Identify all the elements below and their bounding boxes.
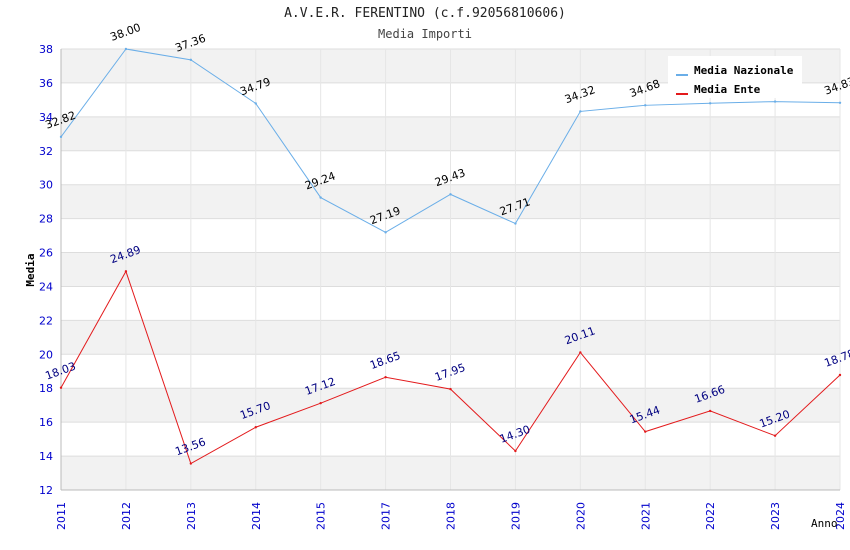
y-tick-label: 12 <box>39 484 53 497</box>
y-tick-label: 26 <box>39 247 53 260</box>
data-point <box>319 196 322 199</box>
x-tick-label: 2020 <box>574 502 587 530</box>
chart-title: A.V.E.R. FERENTINO (c.f.92056810606) <box>284 6 566 21</box>
data-point <box>449 193 452 196</box>
chart-subtitle: Media Importi <box>378 27 472 41</box>
data-point <box>579 110 582 113</box>
x-tick-label: 2017 <box>380 502 393 530</box>
y-tick-label: 30 <box>39 179 53 192</box>
y-tick-label: 32 <box>39 145 53 158</box>
y-tick-label: 20 <box>39 348 53 361</box>
data-point <box>384 231 387 234</box>
data-point <box>514 449 517 453</box>
x-tick-label: 2013 <box>185 502 198 530</box>
x-tick-label: 2018 <box>445 502 458 530</box>
data-point <box>579 351 582 354</box>
x-tick-label: 2015 <box>315 502 328 530</box>
x-tick-label: 2012 <box>120 502 133 530</box>
data-point <box>59 386 63 389</box>
legend-box <box>668 56 802 98</box>
data-point <box>449 387 452 391</box>
data-point <box>708 102 712 105</box>
data-point <box>59 135 63 139</box>
data-point <box>124 47 128 51</box>
legend-entry: Media Ente <box>694 83 761 96</box>
y-tick-label: 16 <box>39 416 53 429</box>
x-tick-label: 2019 <box>509 502 522 530</box>
x-tick-label: 2023 <box>769 502 782 530</box>
y-tick-label: 34 <box>39 111 53 124</box>
x-tick-label: 2014 <box>250 502 263 530</box>
data-point <box>124 270 128 273</box>
data-point <box>514 222 517 225</box>
data-point <box>384 376 387 379</box>
y-tick-label: 14 <box>39 450 53 463</box>
x-tick-label: 2024 <box>834 502 847 530</box>
data-point <box>644 104 647 107</box>
data-point <box>254 102 257 105</box>
y-tick-label: 36 <box>39 77 53 90</box>
x-tick-label: 2011 <box>55 502 68 530</box>
y-tick-label: 22 <box>39 314 53 327</box>
data-point <box>838 101 842 104</box>
data-point <box>773 434 777 437</box>
data-point <box>189 58 193 62</box>
data-label: 38.00 <box>108 21 142 44</box>
legend-entry: Media Nazionale <box>694 64 794 77</box>
y-tick-label: 28 <box>39 213 53 226</box>
data-point <box>773 100 777 103</box>
x-axis-label: Anno <box>811 517 838 530</box>
data-point <box>189 462 193 465</box>
x-tick-label: 2021 <box>639 502 652 530</box>
y-tick-label: 18 <box>39 382 53 395</box>
y-tick-label: 38 <box>39 43 53 56</box>
x-tick-label: 2022 <box>704 502 717 530</box>
data-point <box>254 426 257 429</box>
data-point <box>644 430 647 433</box>
y-axis-label: Media <box>24 253 37 286</box>
data-point <box>838 373 842 377</box>
data-point <box>708 409 712 413</box>
y-tick-label: 24 <box>39 280 53 293</box>
data-point <box>319 401 322 405</box>
